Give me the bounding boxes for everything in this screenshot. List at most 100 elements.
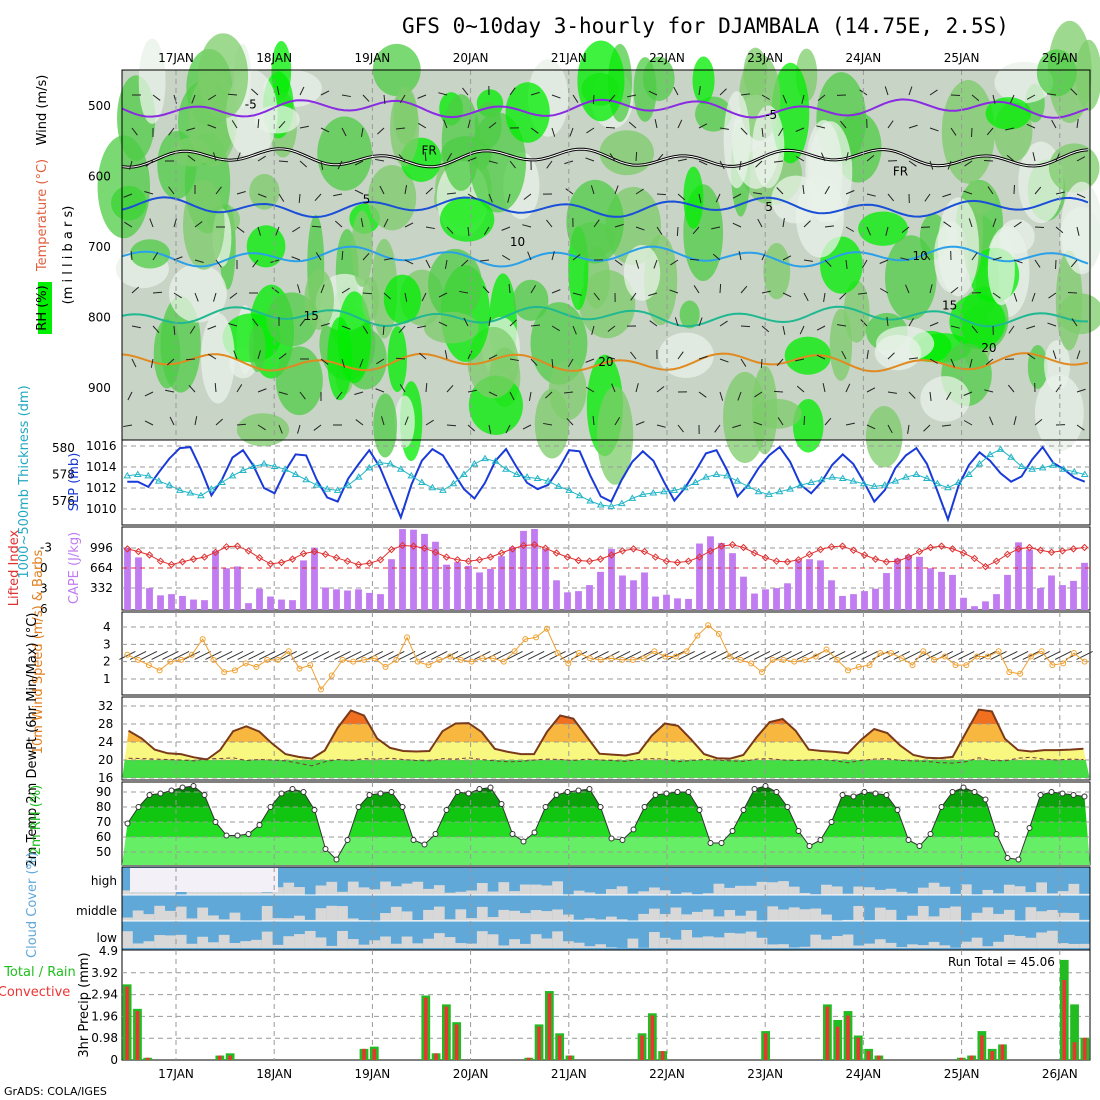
wind-barb	[963, 190, 973, 195]
wind-barb	[614, 185, 619, 195]
li-tick-label: 6	[40, 602, 48, 616]
li-marker	[123, 545, 132, 553]
wind-barb	[670, 259, 679, 266]
wind-barb	[719, 391, 724, 401]
cloud-middle-gap	[1057, 912, 1069, 921]
cloud-low-gap	[842, 934, 854, 948]
wind-barb	[673, 86, 679, 96]
wind-speed-marker	[920, 648, 927, 655]
wind-barb	[884, 86, 889, 96]
rh-shade-blob	[201, 312, 235, 404]
wind-barb-10m	[1001, 651, 1018, 660]
wind-barb-10m	[1011, 651, 1029, 660]
rh2m-axis-label: 2m RH (%)	[29, 785, 44, 856]
thickness-marker	[512, 470, 521, 477]
wind-barb	[698, 193, 702, 203]
date-label-bottom: 17JAN	[158, 1067, 194, 1081]
cloud-high-gap	[821, 884, 832, 895]
cloud-low-gap	[487, 934, 499, 948]
wind-barb	[395, 127, 406, 130]
thickness-marker	[733, 477, 742, 484]
wind-barb	[592, 94, 595, 105]
rh-marker	[751, 786, 758, 792]
cloud-high-gap	[874, 889, 886, 895]
rh-marker	[641, 804, 648, 810]
cloud-high-gap	[885, 888, 897, 895]
rh-marker	[1015, 856, 1022, 863]
li-marker	[772, 557, 781, 565]
thickness-marker	[470, 459, 479, 467]
wind-barb	[942, 424, 952, 427]
wind-barb	[523, 193, 532, 200]
cloud-middle-gap	[208, 915, 219, 921]
wind-barb	[1076, 193, 1086, 199]
wind-barb	[572, 254, 581, 261]
wind-barb	[467, 350, 473, 360]
li-marker	[783, 558, 792, 566]
thickness-marker	[491, 457, 500, 464]
dewpoint-line	[128, 756, 1084, 767]
wind-barb-10m	[215, 651, 233, 660]
cape-bar	[696, 543, 703, 610]
wind-barb	[782, 94, 787, 104]
wind-barb	[545, 391, 553, 399]
cape-bar	[861, 591, 868, 610]
wind-barb-10m	[527, 651, 545, 660]
cape-bar	[223, 568, 230, 610]
cloud-low-gap	[304, 930, 316, 948]
wind-barb	[698, 123, 708, 129]
wind-speed-marker	[1049, 662, 1056, 669]
rh-marker	[289, 786, 296, 792]
wind-barb	[130, 250, 133, 261]
rh-tick-label: 50	[96, 845, 111, 859]
cloud-high-gap	[251, 890, 262, 895]
wind-tick-label: 2	[103, 655, 111, 669]
wind-barb-10m	[990, 651, 1007, 660]
li-marker	[860, 551, 869, 559]
thickness-marker	[291, 470, 300, 477]
wind-speed-marker	[586, 655, 593, 662]
wind-barb	[614, 417, 621, 426]
wind-barb	[761, 127, 764, 137]
cloud-middle-gap	[498, 909, 510, 921]
li-marker	[321, 550, 330, 559]
cloud-middle-gap	[186, 918, 198, 921]
rh-marker	[377, 790, 384, 797]
wind-barb	[635, 259, 640, 269]
cloud-layer-label: high	[91, 874, 117, 888]
thickness-marker	[197, 491, 205, 499]
wind-barb	[438, 292, 448, 298]
wind-barb	[144, 420, 154, 426]
wind-barb	[191, 94, 196, 104]
cloud-middle-gap	[993, 913, 1004, 921]
cape-tick-label: 332	[90, 581, 113, 595]
cloud-low-gap	[1068, 943, 1080, 948]
cape-bar	[388, 559, 395, 610]
cloud-middle-gap	[337, 906, 348, 921]
cloud-low-gap	[165, 935, 176, 948]
cloud-low-gap	[401, 936, 413, 948]
wind-speed-marker	[511, 648, 518, 655]
wind-barb	[482, 286, 490, 294]
wind-barb	[341, 127, 347, 137]
slp-axis-label: SLP (mb)	[67, 453, 82, 512]
wind-barb	[168, 127, 175, 136]
wind-barb-10m	[237, 651, 254, 660]
wind-barb	[950, 286, 959, 294]
precip-convective-bar	[125, 986, 129, 1060]
rh-marker	[850, 793, 857, 800]
wind-barb	[839, 292, 847, 300]
rh-marker	[223, 832, 230, 839]
precip-convective-bar	[454, 1024, 459, 1060]
rh-shade-blob	[658, 332, 714, 378]
precip-convective-bar	[959, 1057, 964, 1060]
y-tick-label: 600	[88, 170, 111, 184]
wind-barb-10m	[151, 651, 168, 660]
wind-barb	[740, 358, 747, 367]
wind-barb	[929, 160, 934, 170]
rh-shade-blob	[1048, 143, 1100, 193]
cloud-middle-gap	[605, 916, 617, 921]
cloud-low-gap	[960, 941, 972, 948]
wind-barb	[803, 292, 809, 302]
